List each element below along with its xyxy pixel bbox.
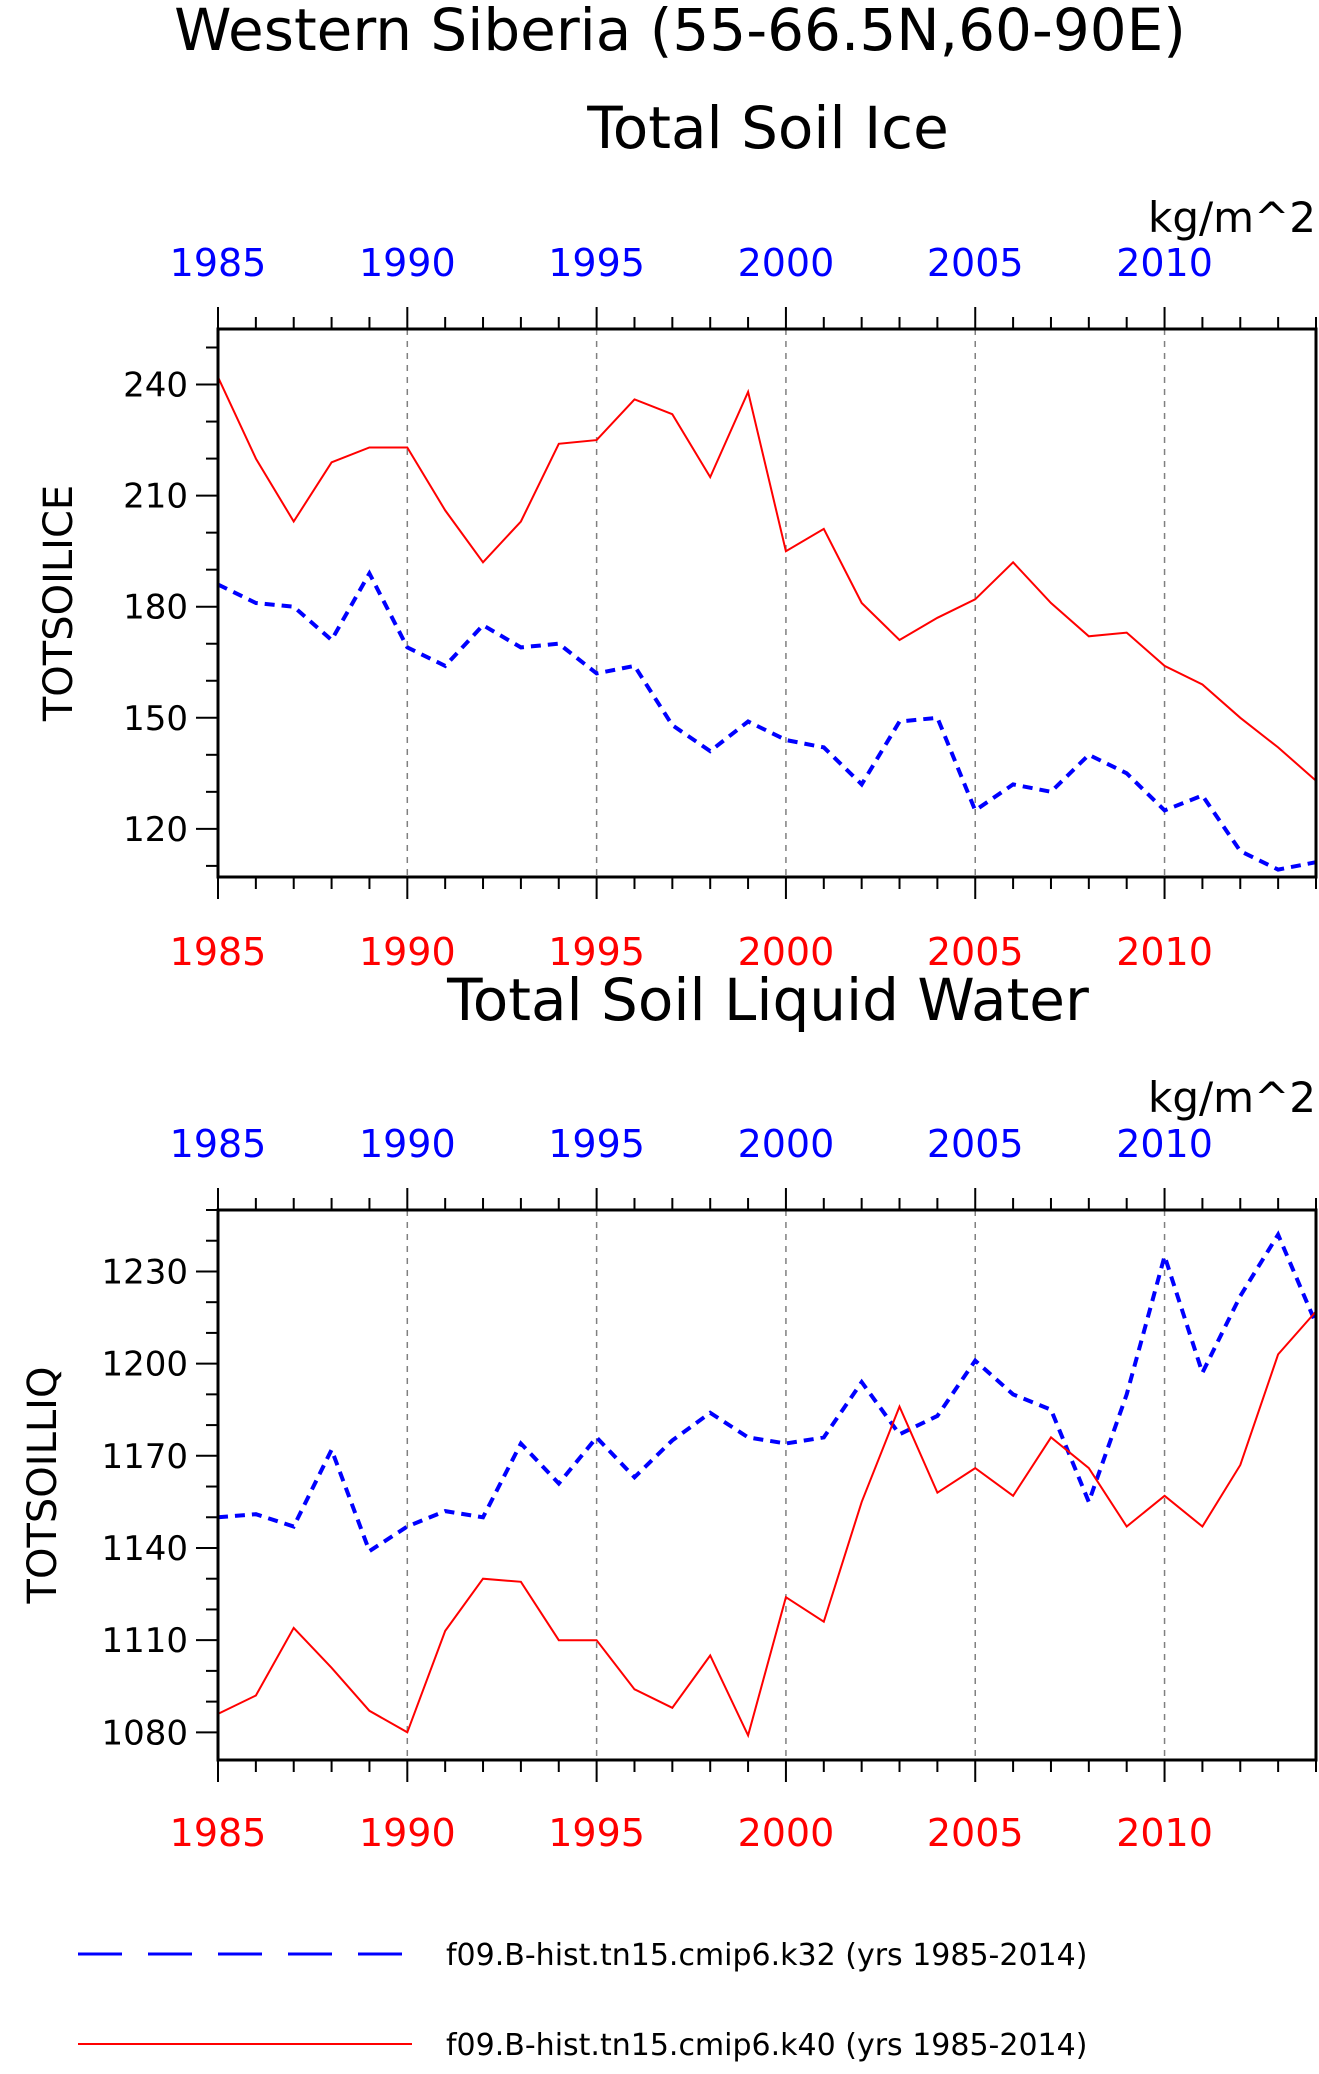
y-axis-label: TOTSOILLIQ [20,1367,66,1605]
x-tick-label-top: 1990 [359,241,456,285]
x-tick-label-bottom: 1990 [359,930,456,974]
y-tick-label: 210 [123,477,188,517]
series-line-k32 [217,569,1317,872]
x-tick-label-bottom: 1990 [359,1811,456,1855]
x-tick-label-bottom: 1985 [170,930,267,974]
x-tick-label-bottom: 1985 [170,1811,267,1855]
x-tick-label-top: 2005 [927,241,1024,285]
y-axis-label: TOTSOILICE [36,485,82,722]
y-tick-label: 1140 [101,1529,188,1569]
chart-panel-soil-liquid-water: Total Soil Liquid Water kg/m^2 1985 1985 199… [20,966,1318,1855]
y-tick-label: 1080 [101,1713,188,1753]
x-tick-label-top: 1995 [548,241,645,285]
x-tick-label-bottom: 2000 [738,1811,835,1855]
units-label: kg/m^2 [1148,1073,1316,1122]
figure-title: Western Siberia (55-66.5N,60-90E) [174,0,1186,64]
x-tick-label-bottom: 2010 [1116,1811,1213,1855]
x-tick-label-bottom: 2005 [927,930,1024,974]
panel-title: Total Soil Ice [586,94,949,162]
x-tick-label-top: 2010 [1116,1122,1213,1166]
y-tick-label: 240 [123,366,188,406]
x-tick-label-top: 2010 [1116,241,1213,285]
series-line-k40 [217,1310,1317,1739]
series-line-k40 [217,376,1317,782]
plot-frame [216,1208,1318,1762]
series-line-k32 [217,1230,1318,1555]
legend: f09.B-hist.tn15.cmip6.k32 (yrs 1985-2014… [78,1938,1087,2063]
x-tick-label-top: 1990 [359,1122,456,1166]
x-tick-label-top: 2000 [738,1122,835,1166]
x-tick-label-bottom: 1995 [548,930,645,974]
x-tick-label-bottom: 1995 [548,1811,645,1855]
y-tick-label: 1200 [101,1345,188,1385]
y-tick-label: 1110 [101,1621,188,1661]
x-tick-label-bottom: 2005 [927,1811,1024,1855]
legend-label-k40: f09.B-hist.tn15.cmip6.k40 (yrs 1985-2014… [446,2028,1087,2063]
x-tick-label-bottom: 2000 [738,930,835,974]
panel-title: Total Soil Liquid Water [446,966,1089,1034]
x-tick-label-top: 2005 [927,1122,1024,1166]
x-tick-label-top: 1985 [170,241,267,285]
legend-label-k32: f09.B-hist.tn15.cmip6.k32 (yrs 1985-2014… [446,1938,1087,1973]
y-tick-label: 150 [123,699,188,739]
x-tick-label-top: 1985 [170,1122,267,1166]
y-tick-label: 120 [123,810,188,850]
x-tick-label-top: 2000 [738,241,835,285]
y-tick-label: 1230 [101,1252,188,1292]
y-tick-label: 180 [123,588,188,628]
y-tick-label: 1170 [101,1437,188,1477]
units-label: kg/m^2 [1148,193,1316,242]
chart-panel-soil-ice: Total Soil Ice kg/m^2 1985 1985 1990 1990 1995… [36,94,1318,974]
x-tick-label-bottom: 2010 [1116,930,1213,974]
x-tick-label-top: 1995 [548,1122,645,1166]
plot-frame [216,327,1318,879]
